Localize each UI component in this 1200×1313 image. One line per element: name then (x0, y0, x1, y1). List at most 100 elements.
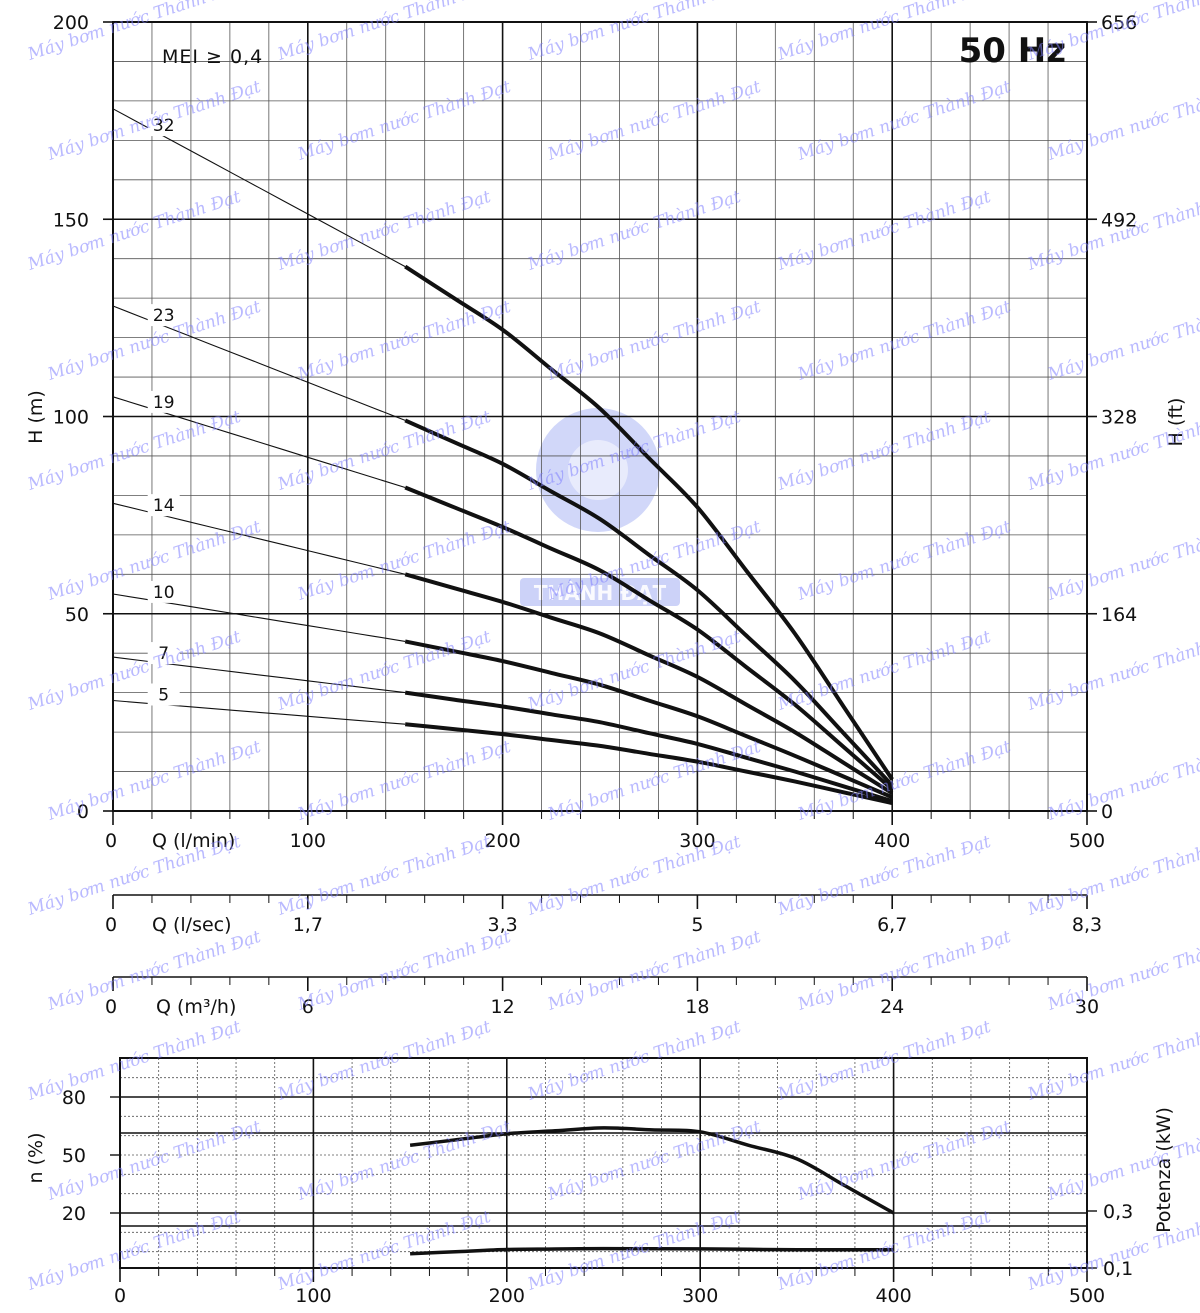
flow-axis-label: Q (l/min) (152, 830, 235, 852)
watermark-text: Máy bơm nước Thành Đạt (524, 832, 743, 920)
curve-label-10: 10 (153, 583, 175, 603)
curve-label-32: 32 (153, 116, 175, 136)
watermark-text: Máy bơm nước Thành Đạt (294, 1117, 513, 1205)
head-series-5: 5 (112, 683, 893, 806)
watermark-logo-text: THÀNH ĐẠT (534, 581, 667, 605)
head-ytick-right-label: 0 (1101, 801, 1113, 823)
flow-axis-label: Q (m³/h) (156, 996, 236, 1018)
power-curve (410, 1246, 894, 1256)
watermark-text: Máy bơm nước Thành Đạt (794, 77, 1013, 165)
eff-xtick-label: 500 (1069, 1285, 1105, 1307)
eff-ytick-label: 80 (62, 1087, 86, 1109)
head-ytick-label: 150 (53, 209, 89, 231)
curve-label-bg-7 (147, 642, 180, 665)
efficiency-curve (409, 1126, 895, 1215)
watermark-text: Máy bơm nước Thành Đạt (794, 1117, 1013, 1205)
curve-label-23: 23 (153, 306, 175, 326)
head-ytick-label: 100 (53, 407, 89, 429)
flow-axis-tick-label: 500 (1069, 830, 1105, 852)
watermark-logo-inner (568, 440, 628, 500)
curve-label-19: 19 (153, 393, 175, 413)
flow-axis-tick-label: 300 (679, 830, 715, 852)
frequency-label: 50 Hz (959, 31, 1066, 71)
watermark-text: Máy bơm nước Thành Đạt (794, 517, 1013, 605)
eff-ylabel: n (%) (25, 1133, 47, 1184)
watermark-text: Máy bơm nước Thành Đạt (524, 1207, 743, 1295)
head-series-10: 10 (112, 580, 893, 800)
watermark-text: Máy bơm nước Thành Đạt (1024, 832, 1200, 920)
eff-plot-frame (119, 1057, 1088, 1269)
eff-ytick-label: 50 (62, 1145, 86, 1167)
eff-xtick-label: 100 (295, 1285, 331, 1307)
watermark-text: Máy bơm nước Thành Đạt (294, 517, 513, 605)
watermark-text: Máy bơm nước Thành Đạt (24, 1207, 243, 1295)
head-curve-thick-32 (404, 264, 894, 781)
flow-axis-tick-label: 3,3 (487, 914, 517, 936)
head-ylabel: H (m) (25, 390, 47, 444)
head-series-14: 14 (112, 494, 894, 795)
watermark-text: Máy bơm nước Thành Đạt (274, 1017, 493, 1105)
flow-axis-tick-label: 6 (302, 996, 314, 1018)
watermark-text: Máy bơm nước Thành Đạt (24, 832, 243, 920)
watermark-text: Máy bơm nước Thành Đạt (1044, 517, 1200, 605)
curve-label-bg-23 (147, 304, 180, 327)
curve-label-bg-32 (147, 114, 180, 137)
watermark-text: Máy bơm nước Thành Đạt (294, 77, 513, 165)
head-ytick-label: 50 (65, 604, 89, 626)
flow-axis-tick-label: 18 (685, 996, 709, 1018)
watermark-text: Máy bơm nước Thành Đạt (524, 1017, 743, 1105)
watermark-text: Máy bơm nước Thành Đạt (294, 297, 513, 385)
flow-axis-1: 0 1,7 3,3 5 6,7 8,3 Q (l/sec) (105, 894, 1102, 936)
head-series-32: 32 (112, 108, 894, 781)
curve-label-bg-5 (147, 683, 180, 706)
head-ytick-right-label: 328 (1101, 407, 1137, 429)
watermark-text: Máy bơm nước Thành Đạt (544, 77, 763, 165)
head-ytick-right-label: 656 (1101, 12, 1137, 34)
watermark-logo-banner (520, 578, 680, 606)
head-series-19: 19 (112, 390, 894, 791)
head-ytick-label: 0 (77, 801, 89, 823)
flow-axis-tick-label: 24 (880, 996, 904, 1018)
head-ytick-right-label: 492 (1101, 209, 1137, 231)
eff-xtick-label: 400 (875, 1285, 911, 1307)
head-ytick-right-label: 164 (1101, 604, 1137, 626)
eff-ytick-label: 20 (62, 1203, 86, 1225)
flow-axis-tick-label: 0 (105, 830, 117, 852)
eff-xtick-label: 300 (682, 1285, 718, 1307)
head-series-7: 7 (112, 642, 893, 804)
watermark-text: Máy bơm nước Thành Đạt (524, 0, 743, 65)
curve-label-7: 7 (158, 644, 169, 664)
watermark-text: Máy bơm nước Thành Đạt (524, 627, 743, 715)
flow-axis-tick-label: 400 (874, 830, 910, 852)
flow-axis-0: 0 100 200 300 400 500 Q (l/min) (105, 811, 1105, 852)
flow-axis-tick-label: 5 (691, 914, 703, 936)
watermark-text: Máy bơm nước Thành Đạt (1044, 77, 1200, 165)
watermark-text: Máy bơm nước Thành Đạt (774, 1017, 993, 1105)
head-curve-thick-23 (404, 418, 894, 787)
watermark-text: Máy bơm nước Thành Đạt (1044, 927, 1200, 1015)
head-curve-thick-14 (404, 572, 894, 795)
curve-label-bg-14 (147, 494, 180, 517)
watermark-text: Máy bơm nước Thành Đạt (1044, 1117, 1200, 1205)
head-ylabel-right: H (ft) (1165, 398, 1187, 447)
watermark-text: Máy bơm nước Thành Đạt (1024, 187, 1200, 275)
eff-xtick-label: 0 (114, 1285, 126, 1307)
curve-label-14: 14 (153, 496, 175, 516)
watermark-text: Máy bơm nước Thành Đạt (544, 927, 763, 1015)
flow-axis-tick-label: 6,7 (877, 914, 907, 936)
power-ytick-label: 0,3 (1103, 1201, 1133, 1223)
watermark-text: Máy bơm nước Thành Đạt (774, 187, 993, 275)
eff-xtick-label: 200 (489, 1285, 525, 1307)
watermark-text: Máy bơm nước Thành Đạt (294, 927, 513, 1015)
head-curve-thick-19 (404, 485, 894, 791)
watermark-text: Máy bơm nước Thành Đạt (774, 627, 993, 715)
curve-label-bg-10 (147, 580, 180, 603)
mei-annotation: MEI ≥ 0,4 (162, 46, 263, 68)
flow-axis-tick-label: 30 (1075, 996, 1099, 1018)
watermark-text: Máy bơm nước Thành Đạt (544, 297, 763, 385)
head-curve-thick-10 (404, 639, 893, 800)
watermark-text: Máy bơm nước Thành Đạt (1044, 737, 1200, 825)
head-curve-thick-7 (404, 690, 893, 804)
